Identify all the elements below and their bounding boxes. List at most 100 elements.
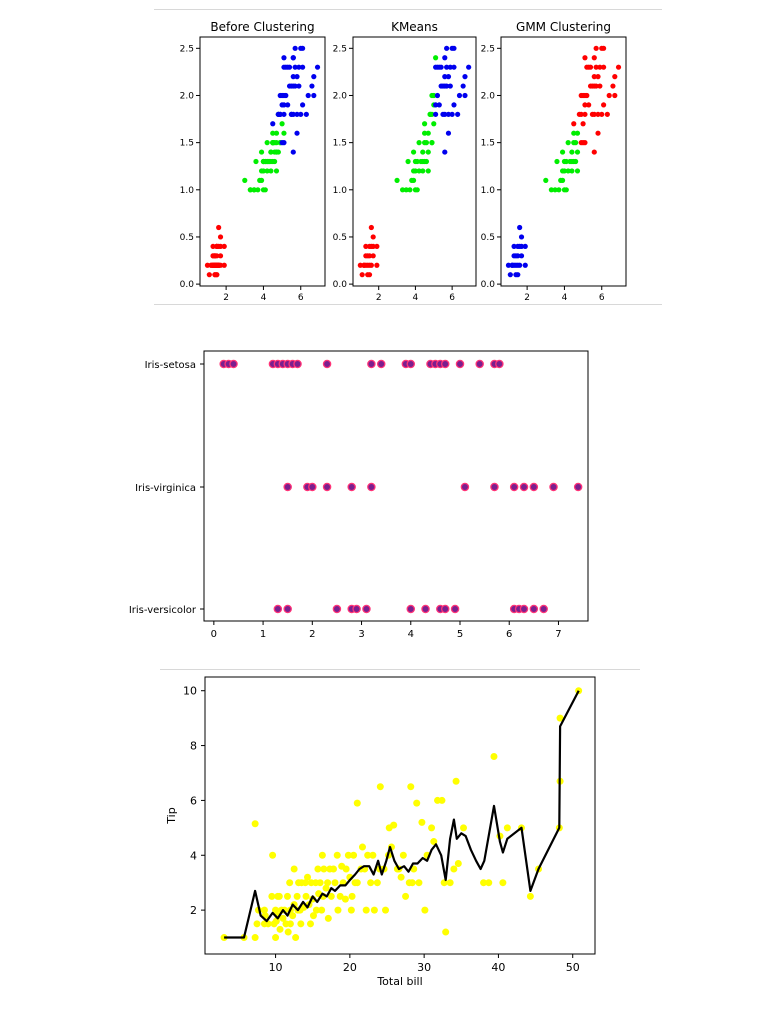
data-point [294,130,300,136]
y-tick-label: 8 [190,740,197,753]
data-point [374,262,380,268]
data-point [511,253,517,259]
data-point [318,906,326,914]
data-point [253,158,259,165]
data-point [272,906,280,914]
data-point [615,64,622,70]
series-Iris-virginica [283,482,583,492]
data-point [322,884,330,892]
data-point [316,879,324,887]
y-tick-label: 2.0 [481,91,496,101]
data-point [289,912,297,920]
data-point [353,879,361,887]
data-point [305,92,311,99]
data-point [399,187,406,193]
data-point [273,604,283,614]
data-point [206,272,212,278]
data-point [582,111,588,117]
data-point [597,83,603,89]
data-point [485,879,493,887]
data-point [314,865,322,873]
y-tick-label: 2.5 [481,44,495,54]
data-point [415,879,423,887]
data-point [308,482,317,492]
data-point [574,149,581,155]
data-point [434,92,441,99]
tips-chart: 2 4 6 8 10 10 20 30 40 50 Total bill Tip [165,676,596,988]
data-point [450,865,458,873]
data-point [584,64,590,70]
data-point [281,55,287,61]
data-point [309,83,315,89]
data-point [314,64,321,70]
data-point [359,272,365,278]
series-Iris-versicolor [273,604,548,614]
x-tick-label: 1 [260,629,266,640]
data-point [300,45,306,51]
data-point [297,920,305,928]
data-point [519,604,529,614]
data-point [302,892,310,900]
data-point [522,243,528,249]
data-point [275,892,283,900]
data-point [275,111,281,117]
data-point [397,873,405,881]
data-point [350,851,358,859]
data-point [571,130,577,136]
x-tick-label: 4 [413,293,419,303]
data-point [445,130,452,136]
data-point [556,714,564,722]
data-point [433,55,439,61]
series-red [204,224,227,278]
y-tick-label: 1.0 [333,186,348,196]
y-tick-label: 0.0 [180,280,195,290]
data-point [452,777,460,785]
data-point [433,111,439,117]
data-point [294,111,300,117]
data-point [451,45,457,51]
data-point [368,224,374,231]
data-point [574,130,581,136]
data-point [253,920,261,928]
data-point [438,83,444,89]
data-point [543,177,549,183]
series-blue [433,45,472,155]
y-tick-label: 6 [190,794,197,807]
data-point [373,879,381,887]
data-point [427,111,433,117]
data-point [455,111,461,117]
data-point [522,262,528,268]
data-point [367,359,376,369]
data-point [511,243,517,249]
y-tick-label: Iris-virginica [135,483,196,494]
data-point [573,140,579,146]
data-point [272,934,280,942]
data-point [526,892,534,900]
data-point [421,906,429,914]
data-point [281,130,287,136]
data-point [306,920,314,928]
data-point [362,604,371,614]
data-point [268,892,276,900]
data-point [601,102,607,108]
data-point [324,879,332,887]
data-point [212,253,218,259]
data-point [300,102,306,108]
y-tick-label: 4 [190,849,197,862]
data-point [595,130,601,136]
data-point [212,262,218,268]
data-point [352,604,361,614]
y-tick-label: 0.5 [481,233,495,243]
x-tick-label: 2 [376,293,382,303]
data-point [362,906,370,914]
data-point [513,272,519,278]
data-point [475,359,484,369]
data-point [374,243,380,249]
data-point [449,111,455,117]
data-point [454,859,462,867]
x-tick-label: 6 [449,293,455,303]
data-point [318,851,326,859]
chart-title: GMM Clustering [516,20,611,34]
data-point [281,140,287,146]
data-point [429,92,435,99]
